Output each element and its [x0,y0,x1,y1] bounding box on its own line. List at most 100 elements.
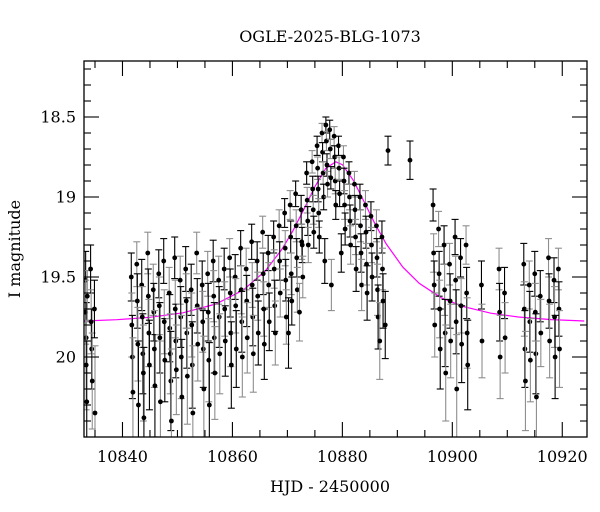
data-point [266,282,272,288]
data-point [315,165,321,171]
data-point [447,261,452,267]
data-point [134,261,140,267]
data-point [309,159,315,165]
data-point [244,335,250,341]
data-point [239,354,245,360]
data-point [458,255,463,261]
data-point [158,399,163,405]
data-point [145,250,151,256]
data-point [497,354,503,360]
data-point [443,370,449,376]
data-point [233,346,239,352]
data-point [304,197,310,203]
data-point [276,223,282,229]
data-point [465,362,471,368]
data-point [551,277,557,283]
data-point [368,213,374,219]
data-point [287,202,293,208]
data-point [342,226,348,232]
data-point [157,335,163,341]
data-point [547,338,553,344]
data-point [227,255,233,261]
data-point [342,202,347,208]
data-point [358,250,364,256]
data-point [341,178,347,184]
data-point [363,229,369,235]
data-point [437,346,443,352]
data-point [369,242,374,248]
data-point [299,242,305,248]
data-point [233,303,239,309]
data-point [353,266,359,272]
data-point [282,245,288,251]
data-point [331,133,337,139]
data-point [321,194,327,200]
data-point [254,258,260,264]
plot-frame [83,60,588,438]
data-point [452,234,458,240]
y-tick-label: 19 [56,188,76,207]
data-point [385,148,391,154]
data-point [323,122,329,128]
data-point [211,293,217,299]
data-point [327,146,333,152]
data-point [407,157,413,163]
data-point [179,394,185,400]
data-point [537,293,543,299]
data-point [464,290,470,296]
data-point [84,399,90,405]
data-point [293,191,299,197]
data-point [141,415,147,421]
data-point [496,266,502,272]
data-point [205,271,211,277]
data-point [261,341,267,347]
data-point [325,181,330,187]
data-point [357,194,363,200]
y-axis-title: I magnitude [5,200,24,298]
y-tick-label: 19.5 [40,268,76,287]
data-point [502,290,507,296]
data-point [255,330,261,336]
data-point [453,277,459,283]
data-point [271,234,277,240]
data-point [161,258,167,264]
data-point [432,322,438,328]
data-point [304,170,310,176]
data-point [347,194,352,200]
data-point [147,362,152,368]
data-point [448,338,454,344]
data-point [382,322,388,328]
data-point [210,258,216,264]
data-point [300,274,306,280]
data-point [238,245,244,251]
data-point [272,330,278,336]
data-point [442,287,448,293]
x-tick-label: 10840 [97,447,148,466]
data-point [310,207,316,213]
data-point [169,418,174,424]
data-point [316,234,322,240]
data-point [369,274,375,280]
data-point [459,341,465,347]
data-point [316,210,322,216]
data-point [363,202,368,208]
data-point [92,410,98,416]
data-point [177,277,183,283]
x-tick-label: 10920 [537,447,588,466]
data-point [265,250,271,256]
x-tick-label: 10900 [427,447,478,466]
data-point [277,258,283,264]
data-point [286,330,291,336]
data-point [436,271,442,277]
data-point [352,181,357,187]
y-tick-label: 20 [56,348,76,367]
data-point [250,351,256,357]
data-point [277,290,283,296]
data-point [374,223,379,229]
chart-title: OGLE-2025-BLG-1073 [239,27,421,46]
data-point [327,127,333,133]
data-point [348,242,354,248]
data-point [134,298,140,304]
data-point [336,143,341,149]
